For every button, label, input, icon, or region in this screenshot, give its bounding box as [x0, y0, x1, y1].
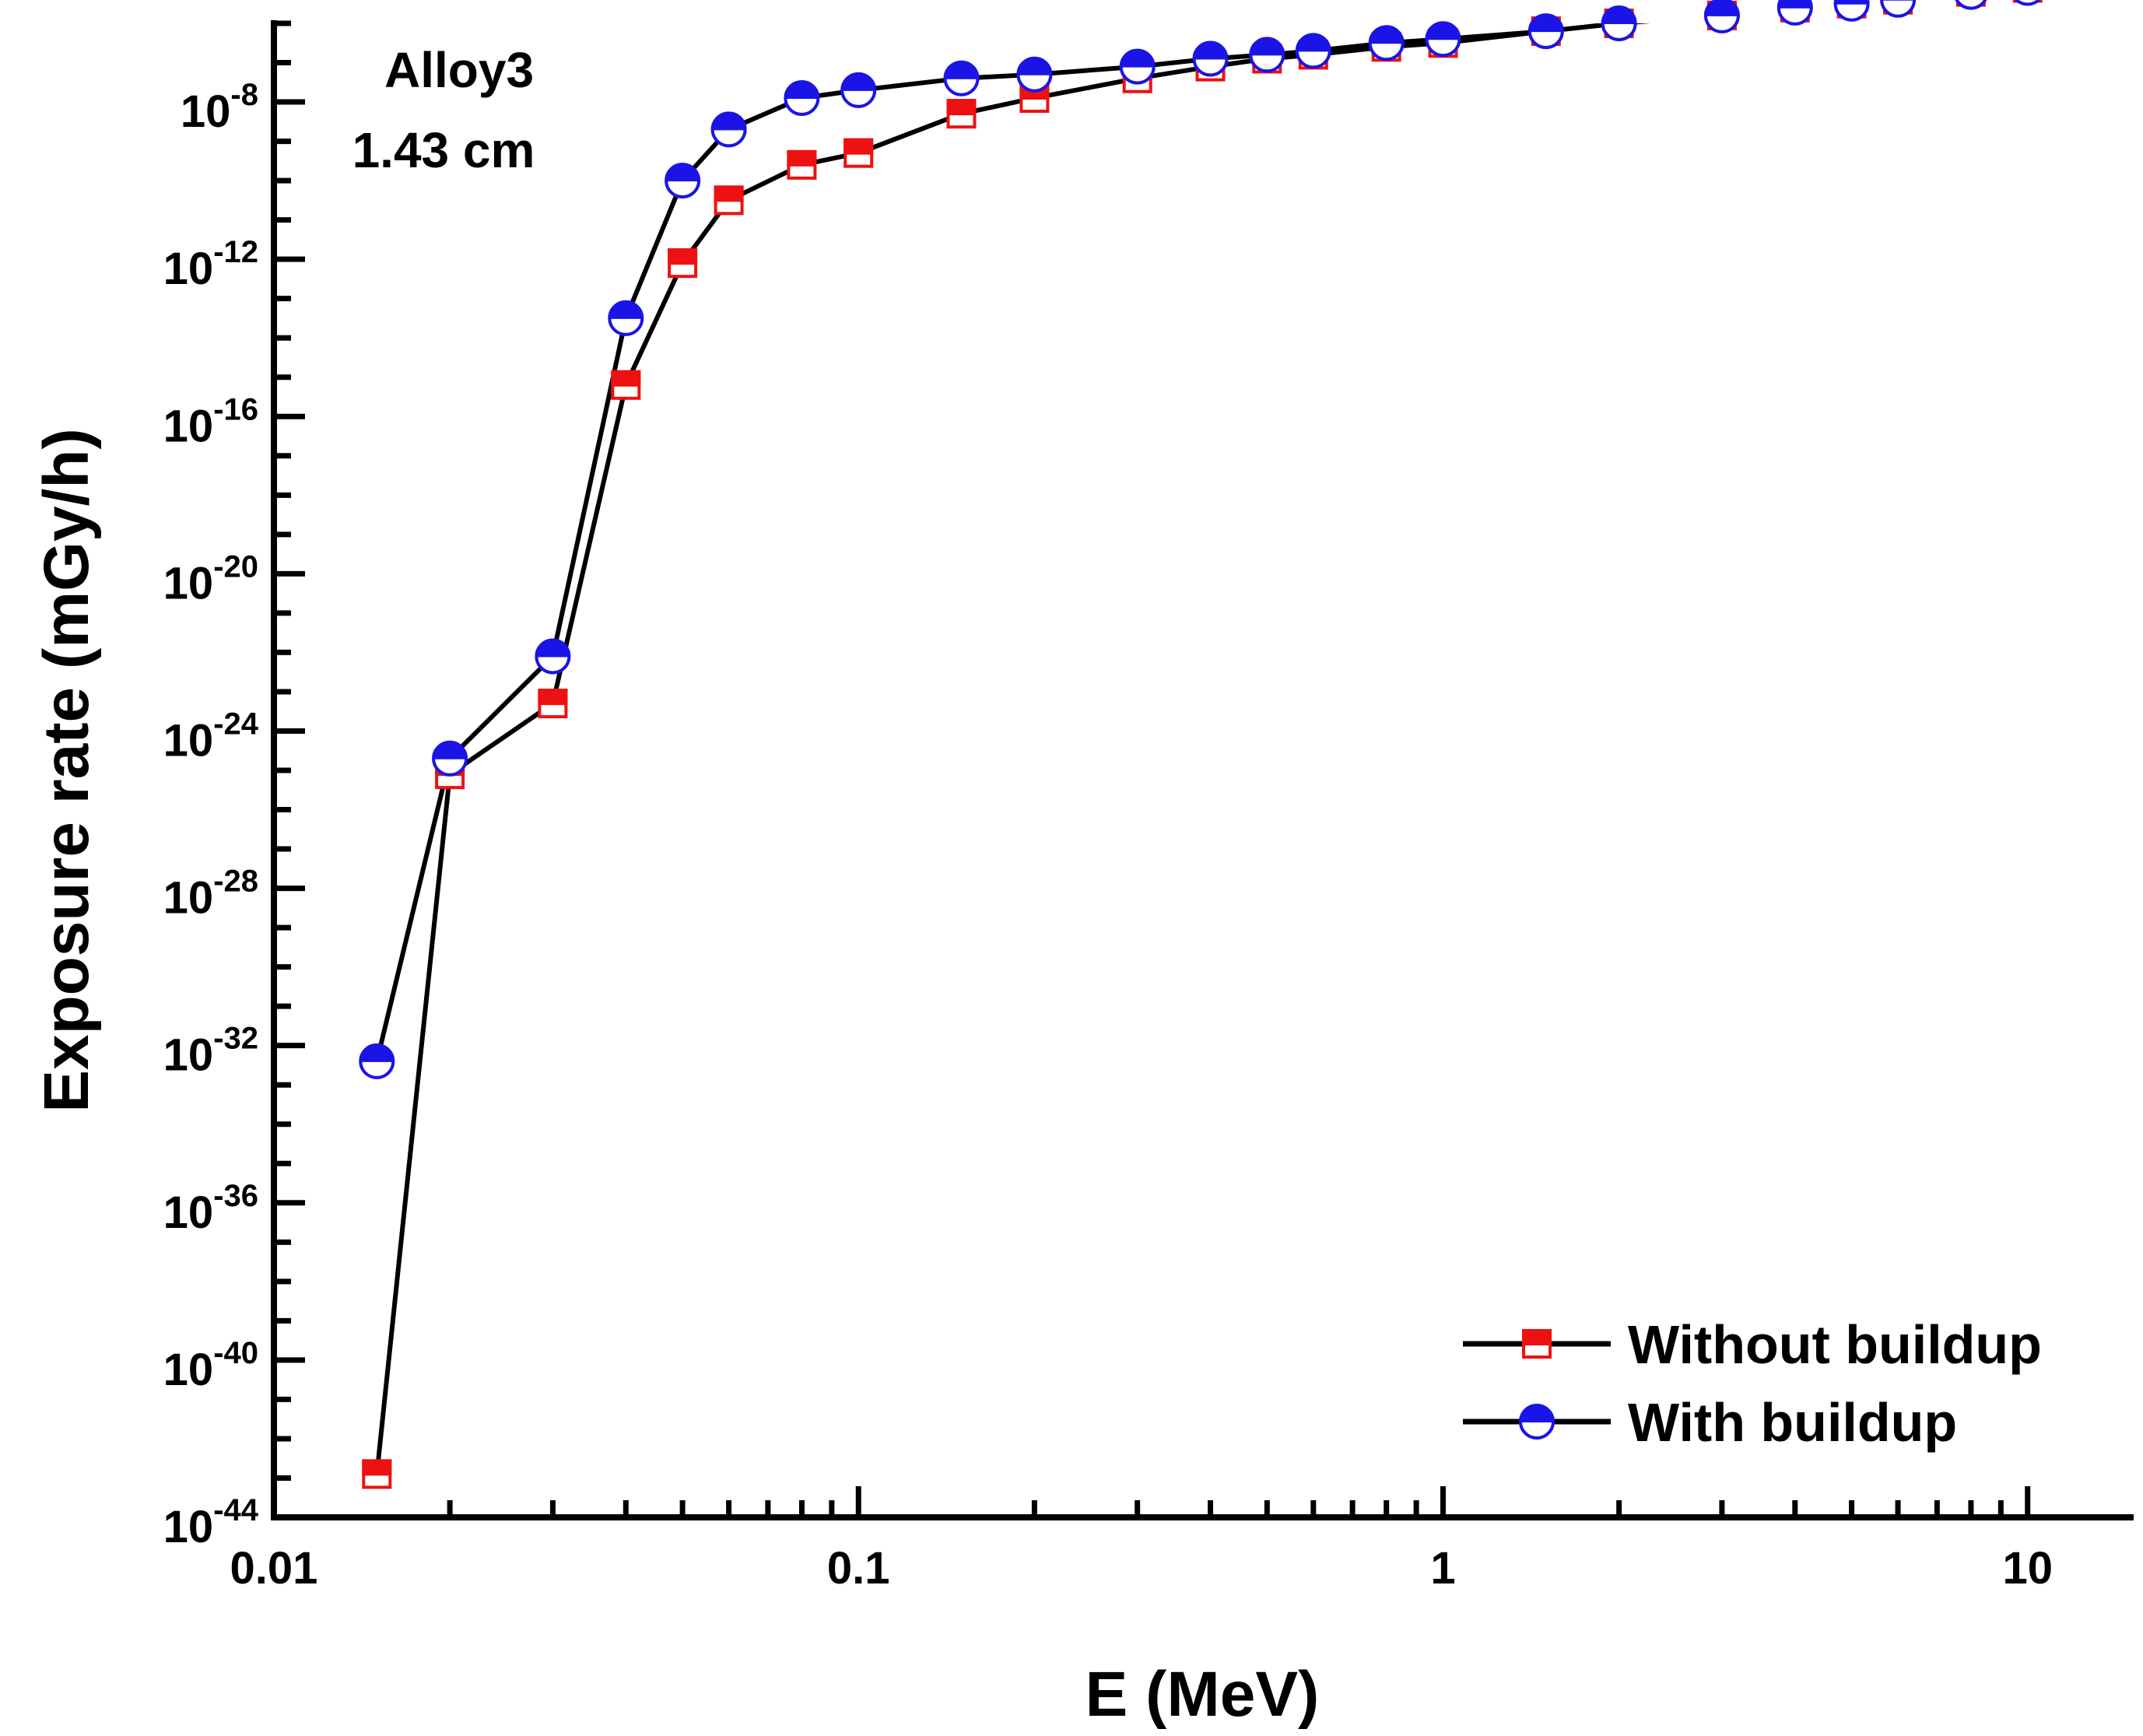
legend-marker-with-buildup [1519, 1404, 1555, 1440]
y-tick-label: 10-12 [163, 235, 258, 294]
marker-fill [1601, 6, 1636, 24]
data-point-without-buildup [946, 99, 977, 129]
legend-label-with-buildup: With buildup [1628, 1392, 1957, 1453]
data-point-with-buildup [2014, 0, 2041, 6]
marker-fill [1528, 14, 1563, 33]
y-tick-label: 10-36 [163, 1179, 258, 1238]
data-point-with-buildup [1295, 33, 1331, 69]
data-point-with-buildup [1776, 0, 1813, 26]
y-tick-label: 10-28 [163, 864, 258, 924]
data-point-with-buildup [1601, 5, 1637, 41]
data-point-with-buildup [1016, 56, 1053, 93]
marker-fill [787, 149, 817, 167]
y-axis-title: Exposure rate (mGy/h) [31, 428, 102, 1112]
data-point-without-buildup [362, 1459, 392, 1489]
y-tick-label: 10-44 [163, 1493, 259, 1552]
marker-fill [1250, 37, 1285, 56]
marker-fill [668, 248, 698, 265]
data-point-with-buildup [665, 163, 701, 199]
data-point-with-buildup [1368, 25, 1405, 61]
data-point-with-buildup [1249, 37, 1285, 73]
marker-fill [1369, 26, 1404, 44]
data-point-with-buildup [784, 80, 820, 116]
marker-fill [841, 72, 876, 91]
y-tick-label: 10-40 [163, 1336, 258, 1395]
marker-fill [1017, 57, 1052, 75]
data-point-without-buildup [668, 248, 698, 279]
data-point-with-buildup [1119, 48, 1156, 85]
series-markers [359, 0, 2043, 1489]
data-point-with-buildup [535, 638, 571, 675]
data-point-with-buildup [1955, 0, 1987, 10]
marker-fill [1193, 41, 1228, 60]
marker-fill [844, 138, 874, 155]
y-tick-label: 10-24 [163, 707, 259, 766]
x-tick-label: 0.1 [827, 1543, 890, 1594]
y-tick-label: 10-20 [163, 549, 258, 608]
marker-fill [609, 300, 644, 319]
marker-fill [1426, 22, 1461, 40]
x-tick-label: 10 [2002, 1543, 2053, 1594]
data-point-with-buildup [1880, 0, 1917, 18]
thickness-annotation: 1.43 cm [352, 122, 535, 178]
x-axis-title: E (MeV) [1086, 1659, 1320, 1730]
data-point-with-buildup [1833, 0, 1870, 22]
marker-fill [1522, 1329, 1552, 1345]
data-point-with-buildup [359, 1043, 395, 1079]
marker-fill [611, 370, 641, 387]
data-point-without-buildup [844, 138, 874, 168]
marker-fill [714, 185, 744, 202]
data-point-with-buildup [710, 111, 747, 148]
marker-fill [946, 99, 977, 116]
x-tick-labels: 0.01 0.1 1 10 [230, 1543, 2053, 1594]
legend-item-without-buildup: Without buildup [1463, 1314, 2042, 1375]
marker-fill [1120, 49, 1155, 68]
marker-fill [944, 61, 979, 79]
legend: Without buildup With buildup [1463, 1314, 2042, 1453]
legend-item-with-buildup: With buildup [1463, 1392, 1957, 1453]
marker-outline [1955, 0, 1987, 10]
data-point-with-buildup [1425, 21, 1461, 58]
data-point-with-buildup [1703, 0, 1740, 33]
data-point-with-buildup [1527, 13, 1564, 50]
data-point-with-buildup [432, 740, 468, 777]
marker-fill [362, 1459, 392, 1476]
marker-fill [1519, 1405, 1555, 1422]
x-tick-label: 1 [1430, 1543, 1455, 1594]
marker-fill [433, 741, 468, 759]
data-point-with-buildup [1192, 40, 1229, 77]
y-tick-labels: 10-8 10-12 10-16 10-20 10-24 10-28 10-32 10-36 1… [163, 78, 259, 1552]
data-point-without-buildup [538, 689, 568, 719]
marker-fill [360, 1043, 395, 1062]
marker-fill [784, 81, 819, 99]
data-point-with-buildup [840, 72, 877, 108]
marker-outline [2014, 0, 2041, 6]
legend-marker-without-buildup [1522, 1329, 1552, 1359]
plot-area [274, 23, 2131, 1517]
marker-fill [1296, 33, 1331, 52]
y-tick-label: 10-32 [163, 1022, 258, 1081]
data-point-without-buildup [787, 149, 817, 180]
material-annotation: Alloy3 [384, 42, 534, 98]
y-tick-label: 10-8 [181, 78, 258, 137]
y-tick-label: 10-16 [163, 392, 258, 451]
marker-outline [1880, 0, 1917, 18]
data-point-with-buildup [608, 300, 644, 336]
marker-fill [535, 639, 570, 658]
legend-label-without-buildup: Without buildup [1628, 1314, 2042, 1375]
marker-fill [711, 112, 746, 131]
x-tick-label: 0.01 [230, 1543, 318, 1594]
marker-fill [665, 163, 700, 182]
data-point-with-buildup [943, 60, 980, 96]
marker-fill [1777, 0, 1812, 9]
marker-fill [538, 689, 568, 706]
data-point-without-buildup [611, 370, 641, 400]
marker-fill [1834, 0, 1869, 5]
marker-fill [1704, 0, 1739, 16]
data-point-without-buildup [714, 185, 744, 216]
